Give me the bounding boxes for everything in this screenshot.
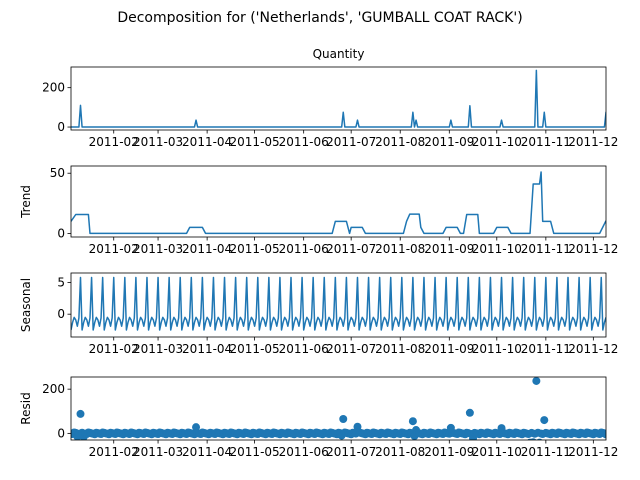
x-tick-label: 2011-10 bbox=[472, 135, 522, 149]
x-tick-label: 2011-02 bbox=[89, 445, 139, 459]
x-tick-label: 2011-08 bbox=[375, 342, 425, 356]
panel-4: Resid02002011-022011-032011-042011-05201… bbox=[19, 376, 618, 459]
x-tick-label: 2011-05 bbox=[230, 242, 280, 256]
y-tick-label: 0 bbox=[57, 226, 65, 240]
x-tick-label: 2011-07 bbox=[326, 135, 376, 149]
y-tick-label: 0 bbox=[57, 120, 65, 134]
x-tick-label: 2011-06 bbox=[279, 135, 329, 149]
figure-suptitle: Decomposition for ('Netherlands', 'GUMBA… bbox=[117, 10, 522, 26]
resid-point bbox=[465, 408, 474, 417]
x-tick-label: 2011-05 bbox=[230, 445, 280, 459]
resid-point bbox=[339, 415, 348, 423]
x-tick-label: 2011-09 bbox=[424, 135, 474, 149]
y-tick-label: 50 bbox=[50, 166, 65, 180]
x-tick-label: 2011-10 bbox=[472, 445, 522, 459]
x-tick-label: 2011-02 bbox=[89, 242, 139, 256]
series-line bbox=[71, 276, 606, 331]
plot-area bbox=[71, 377, 606, 440]
x-tick-label: 2011-06 bbox=[279, 242, 329, 256]
resid-point bbox=[408, 417, 417, 426]
y-tick-label: 0 bbox=[57, 307, 65, 321]
axes-frame bbox=[70, 376, 607, 441]
plot-area bbox=[71, 171, 606, 235]
x-tick-label: 2011-04 bbox=[182, 242, 232, 256]
x-tick-label: 2011-06 bbox=[279, 445, 329, 459]
y-tick-label: 200 bbox=[42, 382, 65, 396]
x-tick-label: 2011-12 bbox=[568, 242, 618, 256]
y-tick-label: 0 bbox=[57, 426, 65, 440]
series-line bbox=[71, 171, 606, 235]
x-tick-label: 2011-11 bbox=[521, 342, 571, 356]
x-tick-label: 2011-11 bbox=[521, 242, 571, 256]
resid-point bbox=[529, 438, 537, 440]
x-tick-label: 2011-05 bbox=[230, 135, 280, 149]
y-tick-label: 200 bbox=[42, 81, 65, 95]
resid-point bbox=[532, 377, 541, 385]
x-tick-label: 2011-04 bbox=[182, 342, 232, 356]
x-tick-label: 2011-09 bbox=[424, 445, 474, 459]
x-tick-label: 2011-10 bbox=[472, 242, 522, 256]
x-tick-label: 2011-04 bbox=[182, 135, 232, 149]
axes-frame bbox=[70, 165, 607, 238]
x-tick-label: 2011-07 bbox=[326, 342, 376, 356]
x-tick-label: 2011-03 bbox=[133, 342, 183, 356]
x-tick-label: 2011-12 bbox=[568, 445, 618, 459]
x-tick-label: 2011-12 bbox=[568, 342, 618, 356]
x-tick-label: 2011-11 bbox=[521, 445, 571, 459]
x-tick-label: 2011-07 bbox=[326, 445, 376, 459]
x-tick-label: 2011-10 bbox=[472, 342, 522, 356]
x-tick-label: 2011-03 bbox=[133, 445, 183, 459]
resid-point bbox=[76, 409, 85, 418]
y-axis-label: Seasonal bbox=[19, 278, 33, 332]
x-tick-label: 2011-09 bbox=[424, 342, 474, 356]
x-tick-label: 2011-05 bbox=[230, 342, 280, 356]
x-tick-label: 2011-03 bbox=[133, 135, 183, 149]
x-tick-label: 2011-02 bbox=[89, 135, 139, 149]
x-tick-label: 2011-08 bbox=[375, 445, 425, 459]
resid-point bbox=[540, 416, 549, 425]
y-axis-label: Trend bbox=[19, 185, 33, 219]
y-axis-label: Resid bbox=[19, 392, 33, 424]
x-tick-label: 2011-04 bbox=[182, 445, 232, 459]
x-tick-label: 2011-08 bbox=[375, 242, 425, 256]
panel-1: Quantity 0 200 2011-022011-032011-042011-05… bbox=[42, 47, 618, 149]
x-tick-label: 2011-06 bbox=[279, 342, 329, 356]
x-tick-label: 2011-02 bbox=[89, 342, 139, 356]
x-tick-label: 2011-07 bbox=[326, 242, 376, 256]
panel-2: Trend0502011-022011-032011-042011-052011… bbox=[19, 165, 618, 256]
decomposition-panels: Quantity02002011-022011-032011-042011-05… bbox=[19, 47, 618, 459]
x-tick-label: 2011-12 bbox=[568, 135, 618, 149]
x-tick-label: 2011-11 bbox=[521, 135, 571, 149]
series-line bbox=[71, 69, 606, 128]
axes-title: Quantity bbox=[313, 47, 365, 61]
resid-point bbox=[602, 430, 606, 439]
x-tick-label: 2011-08 bbox=[375, 135, 425, 149]
plot-area bbox=[71, 69, 606, 128]
x-tick-label: 2011-03 bbox=[133, 242, 183, 256]
plot-area bbox=[71, 276, 606, 331]
x-tick-label: 2011-09 bbox=[424, 242, 474, 256]
axes-frame bbox=[70, 272, 607, 338]
y-tick-label: 5 bbox=[57, 276, 65, 290]
panel-3: Seasonal 052011-022011-032011-042011-0520… bbox=[19, 272, 618, 356]
axes-frame bbox=[70, 66, 607, 131]
